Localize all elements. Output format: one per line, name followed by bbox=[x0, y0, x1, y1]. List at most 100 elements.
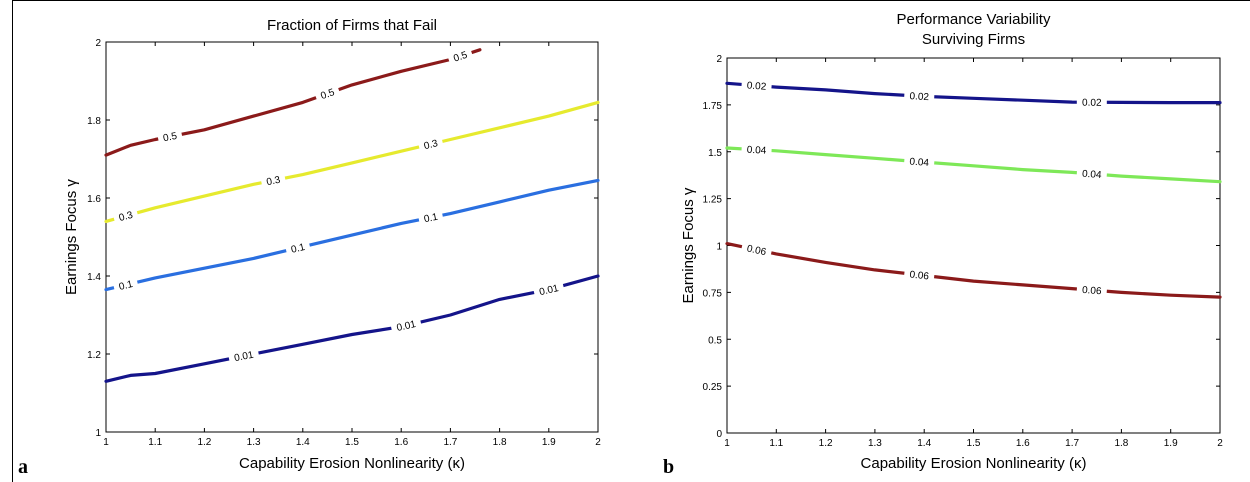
contour-label-bg bbox=[260, 172, 287, 189]
contour-label-0.1: 0.1 bbox=[118, 279, 134, 293]
chart-title: Fraction of Firms that Fail bbox=[267, 17, 437, 34]
x-tick-label: 2 bbox=[595, 437, 601, 448]
chart-title: Performance Variability bbox=[897, 11, 1051, 28]
contour-label-bg bbox=[112, 276, 139, 294]
contour-label-0.06: 0.06 bbox=[746, 243, 768, 258]
contour-label-0.06: 0.06 bbox=[1082, 285, 1103, 297]
contour-label-0.04: 0.04 bbox=[1082, 169, 1103, 181]
contour-label-bg bbox=[390, 316, 423, 335]
chart-fraction-of-firms-that-fail: 1 1.1 1.2 1.3 1.4 1.5 1.6 1.7 1.8 1.9 2 1 1.2 1.4 1.6 1… bbox=[63, 17, 601, 472]
plot-area bbox=[726, 57, 1221, 434]
x-tick-label: 1 bbox=[103, 437, 109, 448]
contour-label-bg bbox=[1076, 166, 1108, 181]
x-tick-label: 1.2 bbox=[819, 438, 833, 449]
y-tick-label: 1 bbox=[716, 242, 722, 253]
contour-label-bg bbox=[227, 347, 260, 365]
x-tick-label: 1.5 bbox=[967, 438, 981, 449]
contour-label-0.5: 0.5 bbox=[162, 131, 178, 145]
contour-label-bg bbox=[903, 154, 935, 169]
x-tick-label: 1.9 bbox=[1164, 438, 1178, 449]
contour-label-bg bbox=[741, 78, 772, 93]
contour-label-bg bbox=[740, 240, 773, 259]
y-axis-label: Earnings Focus γ bbox=[680, 187, 697, 303]
panel-letter-a: a bbox=[18, 456, 28, 478]
x-tick-label: 2 bbox=[1217, 438, 1223, 449]
contour-label-0.01: 0.01 bbox=[396, 319, 418, 334]
y-tick-label: 1 bbox=[95, 428, 101, 439]
contour-label-0.1: 0.1 bbox=[423, 212, 439, 226]
contour-label-bg bbox=[903, 89, 935, 103]
series-line-0.1 bbox=[104, 178, 600, 292]
x-tick-label: 1.7 bbox=[443, 437, 457, 448]
x-tick-label: 1.3 bbox=[868, 438, 882, 449]
y-tick-label: 1.6 bbox=[87, 194, 101, 205]
x-tick-label: 1.4 bbox=[296, 437, 310, 448]
y-tick-label: 2 bbox=[95, 38, 101, 49]
contour-label-bg bbox=[112, 206, 139, 225]
panel-letter-b: b bbox=[663, 456, 675, 478]
chart-performance-variability: 1 1.1 1.2 1.3 1.4 1.5 1.6 1.7 1.8 1.9 2 0 0.25 0.5 0.7… bbox=[680, 11, 1223, 472]
series-line-0.02 bbox=[725, 81, 1222, 105]
x-axis-label: Capability Erosion Nonlinearity (κ) bbox=[861, 455, 1087, 472]
series-line-0.04 bbox=[725, 146, 1222, 184]
x-tick-label: 1.8 bbox=[1114, 438, 1128, 449]
x-tick-label: 1.6 bbox=[394, 437, 408, 448]
series-line-0.06 bbox=[725, 242, 1222, 299]
y-tick-label: 1.2 bbox=[87, 350, 101, 361]
contour-label-bg bbox=[284, 239, 311, 257]
contour-label-bg bbox=[903, 267, 935, 283]
contour-label-bg bbox=[157, 128, 183, 145]
y-tick-label: 1.4 bbox=[87, 272, 101, 283]
x-tick-label: 1.5 bbox=[345, 437, 359, 448]
x-tick-label: 1.2 bbox=[197, 437, 211, 448]
contour-label-bg bbox=[1076, 96, 1107, 109]
contour-label-bg bbox=[446, 46, 474, 66]
x-tick-label: 1.9 bbox=[542, 437, 556, 448]
y-tick-label: 1.8 bbox=[87, 116, 101, 127]
x-tick-label: 1.1 bbox=[148, 437, 162, 448]
x-tick-label: 1.6 bbox=[1016, 438, 1030, 449]
contour-label-0.06: 0.06 bbox=[909, 269, 930, 282]
series-line-0.01 bbox=[104, 274, 600, 383]
x-tick-label: 1.7 bbox=[1065, 438, 1079, 449]
y-tick-label: 1.75 bbox=[703, 101, 723, 112]
x-tick-label: 1.4 bbox=[917, 438, 931, 449]
contour-label-bg bbox=[741, 142, 772, 157]
x-tick-label: 1.1 bbox=[769, 438, 783, 449]
contour-label-0.02: 0.02 bbox=[1082, 98, 1102, 109]
plot-area bbox=[105, 41, 599, 433]
y-tick-label: 1.25 bbox=[703, 195, 723, 206]
contour-label-bg bbox=[417, 135, 444, 153]
contour-label-0.01: 0.01 bbox=[233, 350, 255, 365]
contour-label-bg bbox=[532, 280, 565, 299]
contour-label-0.02: 0.02 bbox=[909, 91, 929, 103]
frame-top-border bbox=[12, 0, 1250, 1]
y-tick-label: 2 bbox=[716, 54, 722, 65]
series-line-0.5 bbox=[104, 48, 482, 157]
contour-label-bg bbox=[1076, 283, 1108, 298]
x-tick-label: 1.8 bbox=[493, 437, 507, 448]
x-axis-label: Capability Erosion Nonlinearity (κ) bbox=[239, 455, 465, 472]
contour-label-0.04: 0.04 bbox=[746, 145, 767, 157]
contour-label-0.3: 0.3 bbox=[423, 138, 439, 152]
contour-label-0.04: 0.04 bbox=[909, 156, 930, 168]
x-tick-label: 1 bbox=[724, 438, 730, 449]
contour-label-0.3: 0.3 bbox=[118, 210, 135, 224]
y-tick-label: 1.5 bbox=[708, 148, 722, 159]
y-tick-label: 0 bbox=[716, 429, 722, 440]
y-tick-label: 0.75 bbox=[703, 288, 723, 299]
series-line-0.3 bbox=[104, 100, 600, 223]
y-tick-label: 0.25 bbox=[703, 382, 723, 393]
x-tick-label: 1.3 bbox=[247, 437, 261, 448]
contour-label-0.5: 0.5 bbox=[452, 50, 469, 65]
contour-label-bg bbox=[314, 83, 341, 104]
contour-label-0.5: 0.5 bbox=[319, 87, 336, 102]
contour-label-bg bbox=[417, 209, 444, 226]
contour-label-0.02: 0.02 bbox=[746, 80, 767, 92]
contour-label-0.1: 0.1 bbox=[290, 242, 306, 256]
chart-title: Surviving Firms bbox=[922, 31, 1025, 48]
y-axis-label: Earnings Focus γ bbox=[63, 179, 80, 295]
y-tick-label: 0.5 bbox=[708, 335, 722, 346]
contour-label-0.3: 0.3 bbox=[266, 175, 282, 189]
